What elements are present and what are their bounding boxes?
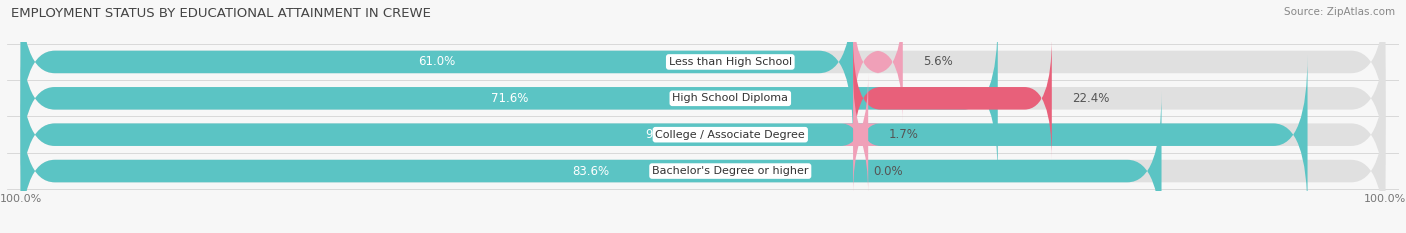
FancyBboxPatch shape [853,37,1052,160]
FancyBboxPatch shape [21,0,1385,142]
Text: 71.6%: 71.6% [491,92,527,105]
FancyBboxPatch shape [21,91,1385,233]
FancyBboxPatch shape [21,19,1385,178]
Text: EMPLOYMENT STATUS BY EDUCATIONAL ATTAINMENT IN CREWE: EMPLOYMENT STATUS BY EDUCATIONAL ATTAINM… [11,7,432,20]
Text: 0.0%: 0.0% [873,164,903,178]
Text: 1.7%: 1.7% [889,128,918,141]
Text: Less than High School: Less than High School [669,57,792,67]
FancyBboxPatch shape [21,91,1161,233]
Text: Source: ZipAtlas.com: Source: ZipAtlas.com [1284,7,1395,17]
Text: 83.6%: 83.6% [572,164,610,178]
Text: 5.6%: 5.6% [924,55,953,69]
Text: Bachelor's Degree or higher: Bachelor's Degree or higher [652,166,808,176]
Text: College / Associate Degree: College / Associate Degree [655,130,806,140]
FancyBboxPatch shape [21,0,853,142]
FancyBboxPatch shape [841,73,880,196]
Text: 94.3%: 94.3% [645,128,683,141]
Text: 61.0%: 61.0% [418,55,456,69]
FancyBboxPatch shape [853,0,903,123]
Text: 22.4%: 22.4% [1073,92,1109,105]
FancyBboxPatch shape [21,55,1385,214]
Text: High School Diploma: High School Diploma [672,93,789,103]
FancyBboxPatch shape [21,19,998,178]
FancyBboxPatch shape [21,55,1308,214]
